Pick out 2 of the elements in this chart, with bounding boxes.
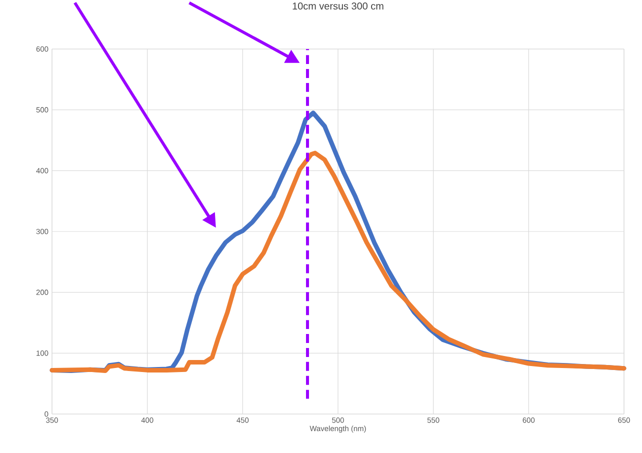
chart-title: 10cm versus 300 cm	[292, 2, 384, 10]
line-series	[50, 150, 626, 374]
